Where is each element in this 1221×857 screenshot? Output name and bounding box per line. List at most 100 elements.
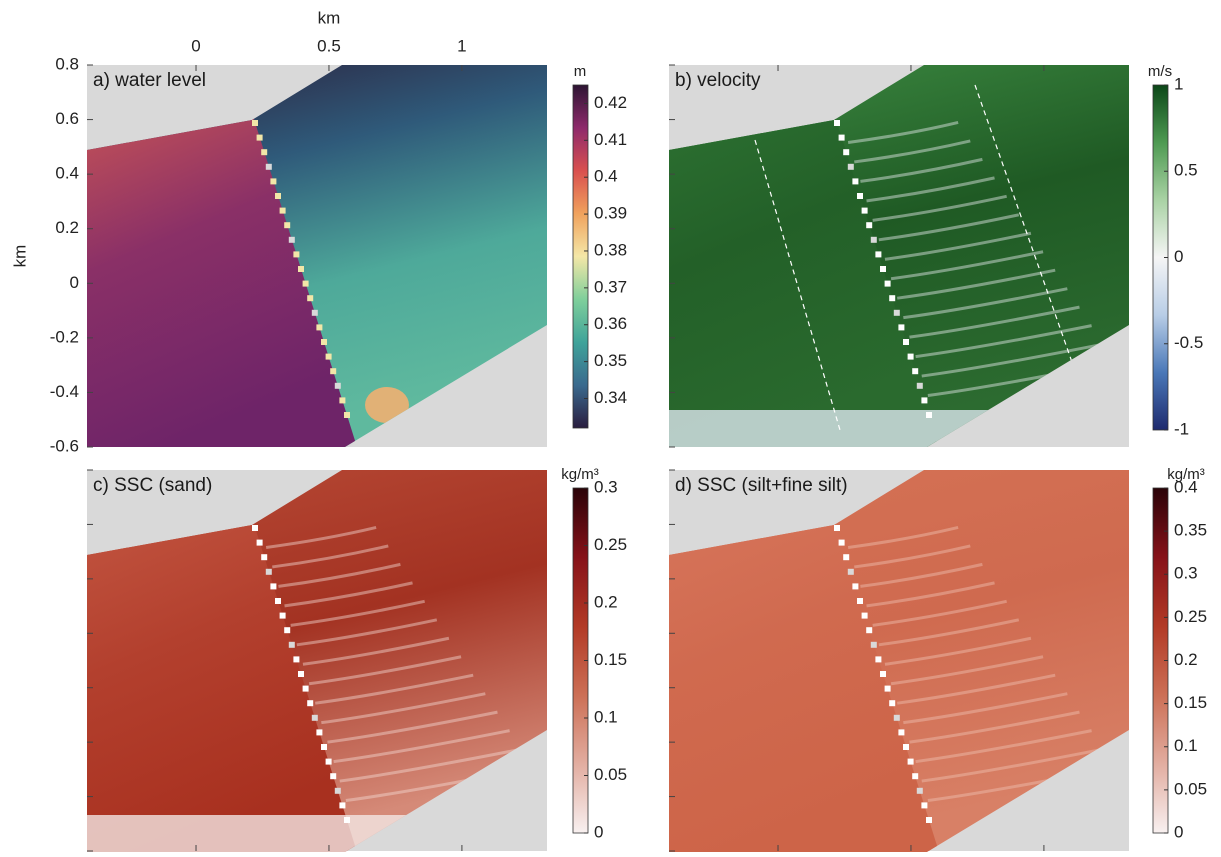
- barrier-gap: [889, 295, 896, 302]
- field-streak: [321, 692, 486, 725]
- barrier-gap: [316, 729, 323, 736]
- barrier-gap: [857, 193, 863, 199]
- barrier-gap: [270, 583, 277, 590]
- colorbar-tick-label: 0.3: [1174, 564, 1198, 583]
- barrier-gap: [325, 758, 332, 765]
- barrier-gap: [334, 787, 341, 794]
- field-streak: [897, 673, 1056, 705]
- field-streak: [872, 599, 1007, 627]
- barrier-gap: [898, 729, 905, 736]
- field-streak: [915, 324, 1092, 359]
- barrier-gap: [261, 554, 268, 561]
- field-streak: [903, 287, 1068, 320]
- colorbar-tick-label: 0.35: [594, 351, 627, 370]
- field-streak: [265, 526, 377, 549]
- barrier-gap: [861, 612, 868, 619]
- colorbar-tick-label: 1: [1174, 74, 1183, 93]
- barrier-gap: [334, 382, 341, 389]
- barrier-gap: [339, 397, 346, 404]
- colorbar-tick-label: 0.42: [594, 93, 627, 112]
- barrier-gap: [330, 368, 337, 375]
- colorbar: [572, 84, 589, 429]
- x-tick-label: 0: [191, 36, 200, 55]
- barrier-gap: [884, 685, 891, 692]
- barrier-gap: [344, 412, 350, 418]
- barrier-gap: [293, 251, 300, 258]
- barrier-gap: [898, 324, 905, 331]
- field-left: [87, 65, 357, 447]
- field-streak: [878, 213, 1020, 242]
- field-left: [669, 65, 939, 447]
- barrier-gap: [284, 627, 291, 634]
- field-streak: [921, 342, 1105, 378]
- barrier-gap: [339, 802, 346, 809]
- barrier-gap: [275, 598, 281, 604]
- field-streak: [872, 194, 1007, 222]
- field-streak: [909, 710, 1080, 744]
- field-streak: [884, 231, 1032, 261]
- barrier-gap: [302, 685, 309, 692]
- colorbar-tick-label: 0: [1174, 247, 1183, 266]
- field-streak: [866, 176, 995, 203]
- transect: [974, 84, 1081, 386]
- barrier-gap: [847, 163, 854, 170]
- x-tick-label: 1: [457, 36, 466, 55]
- colorbar-tick-label: 0.25: [594, 535, 627, 554]
- barrier-gap: [921, 397, 928, 404]
- colorbar-tick-label: 0.25: [1174, 607, 1207, 626]
- barrier-gap: [344, 817, 350, 823]
- field-streak: [890, 655, 1044, 686]
- y-tick-label: -0.2: [50, 327, 79, 346]
- barrier-gap: [284, 222, 291, 229]
- barrier-gap: [311, 714, 318, 721]
- panel: b) velocity: [669, 64, 1129, 448]
- barrier-gap: [252, 525, 258, 531]
- field-streak: [890, 250, 1044, 281]
- colorbar-tick-label: 0.2: [1174, 650, 1198, 669]
- barrier-gap: [843, 149, 850, 156]
- colorbar-tick-label: 0.34: [594, 388, 627, 407]
- colorbar-tick-label: 0.1: [594, 707, 618, 726]
- barrier-gap: [926, 412, 932, 418]
- barrier-gap: [870, 641, 877, 648]
- field-streak: [847, 121, 959, 144]
- barrier-gap: [256, 539, 263, 546]
- barrier-gap: [834, 120, 840, 126]
- field-streak: [308, 655, 462, 686]
- barrier-gap: [298, 266, 304, 272]
- panel: d) SSC (silt+fine silt): [669, 469, 1129, 852]
- colorbar-tick-label: 0.37: [594, 277, 627, 296]
- field-streak: [854, 544, 971, 569]
- barrier-gap: [838, 134, 845, 141]
- barrier-gap: [252, 120, 258, 126]
- barrier-gap: [316, 324, 323, 331]
- barrier-gap: [875, 251, 882, 258]
- field-streak: [315, 673, 474, 705]
- barrier-gap: [880, 266, 886, 272]
- barrier-gap: [903, 339, 909, 345]
- x-tick-label: 0.5: [317, 36, 341, 55]
- field-streak: [897, 268, 1056, 300]
- field-streak: [278, 562, 401, 588]
- colorbar-tick-label: 0.4: [1174, 477, 1198, 496]
- colorbar-tick-label: -1: [1174, 419, 1189, 438]
- panel: 0 0.5 1 0.8 0.6 0.4 0.2 0 -0.2 -0.4 -0.6 a) water l…: [10, 8, 547, 455]
- barrier-gap: [903, 744, 909, 750]
- colorbar-tick-label: 0.15: [1174, 693, 1207, 712]
- barrier-gap: [307, 295, 314, 302]
- field-left: [669, 470, 939, 852]
- panel-title: c) SSC (sand): [93, 475, 212, 496]
- barrier-gap: [321, 339, 327, 345]
- field-streak: [909, 305, 1080, 339]
- colorbar-tick-label: 0.15: [594, 650, 627, 669]
- colorbar-tick-label: 0: [594, 822, 603, 841]
- colorbar-label: m/s: [1148, 63, 1172, 80]
- y-tick-label: 0.2: [55, 218, 79, 237]
- barrier-gap: [265, 163, 272, 170]
- barrier-gap: [870, 236, 877, 243]
- panel-title: a) water level: [93, 70, 206, 91]
- colorbar-tick-label: 0.05: [594, 765, 627, 784]
- barrier-gap: [838, 539, 845, 546]
- barrier-gap: [875, 656, 882, 663]
